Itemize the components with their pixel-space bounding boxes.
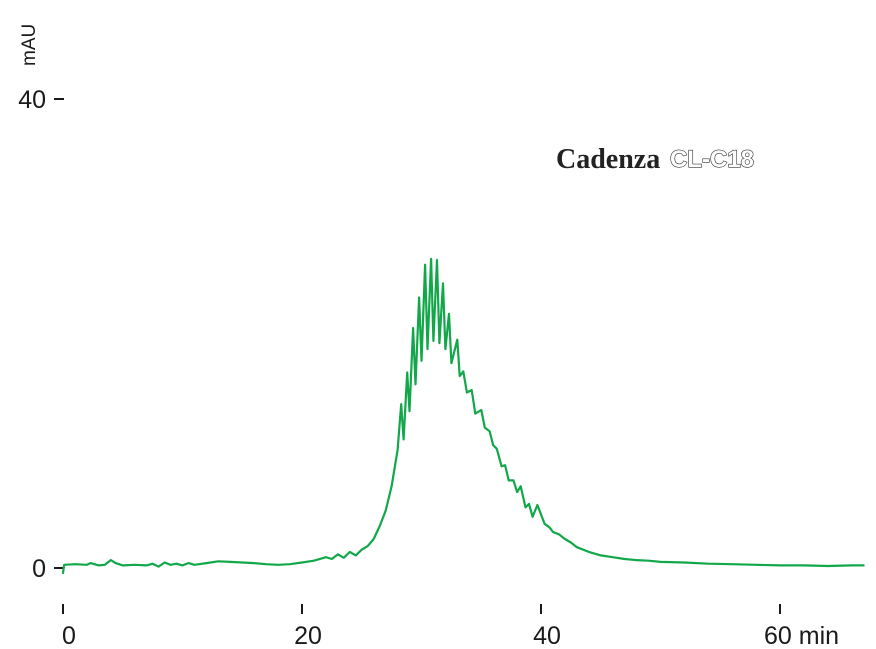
y-axis: 0 40 [18,86,64,583]
brand-name: Cadenza [556,144,660,175]
brand-model: CL-C18 [670,146,754,173]
y-tick-label: 0 [32,555,46,583]
y-tick-label: 40 [18,86,46,114]
x-axis: 0 20 40 60 min [62,604,839,649]
x-tick-label: 60 min [764,622,839,649]
x-tick-label: 20 [294,622,322,649]
chromatogram-trace [61,257,865,575]
y-axis-label: mAU [19,24,40,66]
x-tick-label: 40 [533,622,561,649]
x-tick-label: 0 [62,622,76,649]
